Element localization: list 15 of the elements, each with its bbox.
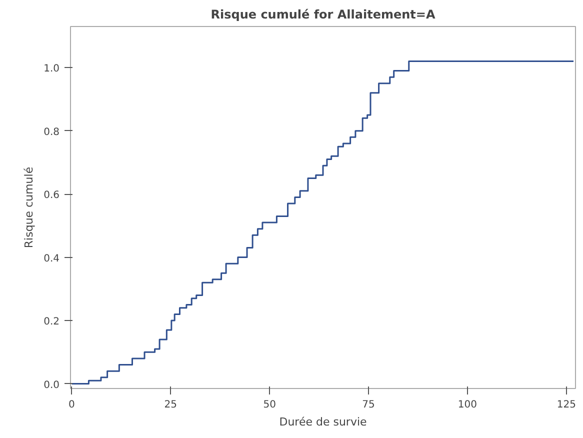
x-tick-label: 25 — [164, 400, 177, 410]
x-tick-label: 50 — [263, 400, 276, 410]
x-axis-title: Durée de survie — [279, 416, 368, 428]
x-tick-label: 100 — [458, 400, 478, 410]
chart-title: Risque cumulé for Allaitement=A — [210, 8, 436, 22]
x-tick-label: 0 — [68, 400, 75, 410]
y-tick-label: 0.2 — [44, 316, 60, 328]
y-tick-label: 0.6 — [44, 190, 60, 202]
y-tick-label: 1.0 — [44, 64, 60, 75]
y-tick-label: 0.0 — [44, 380, 60, 391]
y-axis-title: Risque cumulé — [22, 166, 36, 248]
y-tick-label: 0.4 — [44, 253, 60, 264]
y-tick-label: 0.8 — [44, 126, 60, 138]
x-tick-label: 75 — [362, 400, 375, 410]
x-tick-label: 125 — [556, 400, 576, 410]
